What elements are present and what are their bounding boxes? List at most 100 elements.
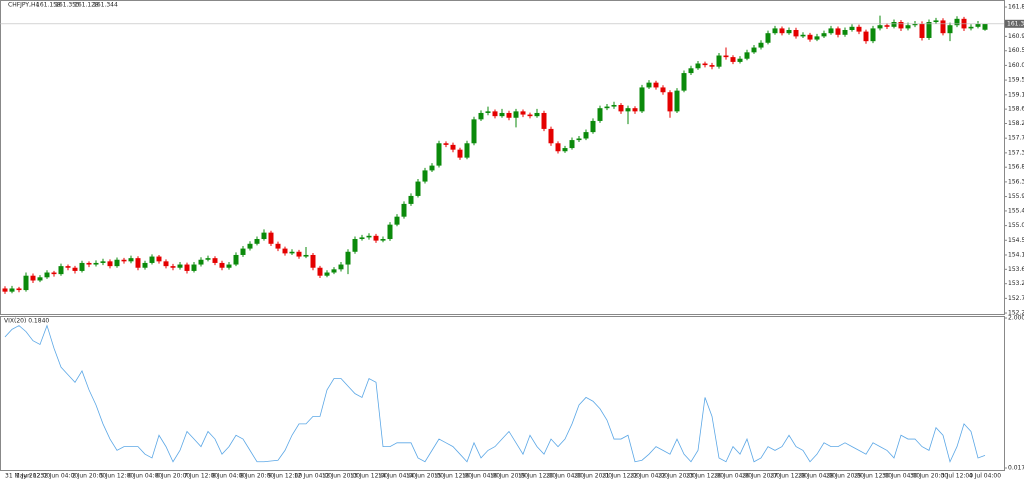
candle-body <box>51 272 57 275</box>
candle-body <box>219 262 225 268</box>
candle-body <box>331 269 337 273</box>
candle-body <box>632 108 638 112</box>
candle-body <box>282 248 288 254</box>
candle-body <box>555 143 561 152</box>
x-tick-label: 26 Jun 04:00 <box>714 473 752 480</box>
x-tick-label: 1 Jun 12:00 <box>16 473 50 480</box>
x-tick-label: 31 May 2023 <box>5 473 44 480</box>
candle-body <box>254 239 260 244</box>
candle-body <box>940 20 946 34</box>
y-tick-label: 157.300 <box>1008 149 1024 156</box>
y-tick-label: 0.0171 <box>1008 465 1024 472</box>
candle-body <box>877 25 883 29</box>
candle-body <box>695 63 701 69</box>
candle-body <box>884 25 890 27</box>
y-tick-label: 160.040 <box>1008 62 1024 69</box>
candle-body <box>835 28 841 35</box>
candle-body <box>107 261 113 267</box>
y-tick-label: 158.220 <box>1008 120 1024 127</box>
x-tick-label: 2 Jun 04:00 <box>44 473 78 480</box>
candle-body <box>30 275 36 281</box>
candle-body <box>681 73 687 91</box>
candle-body <box>142 262 148 268</box>
candle-body <box>828 28 834 34</box>
x-tick-label: 22 Jun 20:00 <box>658 473 696 480</box>
candle-body <box>618 104 624 112</box>
ohlc-value: 161.158 <box>36 2 61 9</box>
candle-body <box>471 119 477 144</box>
candle-body <box>800 34 806 37</box>
y-tick-label: 152.280 <box>1008 310 1024 317</box>
candle-body <box>121 259 127 262</box>
x-tick-label: 21 Jun 12:00 <box>602 473 640 480</box>
candle-body <box>170 266 176 268</box>
candle-body <box>135 258 141 268</box>
y-tick-label: 159.120 <box>1008 91 1024 98</box>
candle-body <box>814 36 820 40</box>
candle-body <box>548 128 554 144</box>
ohlc-value: 161.355 <box>55 2 80 9</box>
price-panel <box>0 0 1005 315</box>
x-tick-label: 20 Jun 04:00 <box>546 473 584 480</box>
candle-body <box>968 26 974 29</box>
candle-body <box>716 55 722 67</box>
x-tick-label: 6 Jun 20:00 <box>156 473 190 480</box>
y-tick-label: 155.480 <box>1008 207 1024 214</box>
y-tick-label: 158.670 <box>1008 106 1024 113</box>
candle-body <box>149 256 155 263</box>
candle-body <box>268 232 274 244</box>
y-tick-label: 161.870 <box>1008 4 1024 11</box>
candle-body <box>317 267 323 276</box>
candle-body <box>527 114 533 117</box>
x-tick-label: 14 Jun 04:00 <box>378 473 416 480</box>
x-tick-label: 16 Jun 04:00 <box>462 473 500 480</box>
candle-body <box>429 165 435 171</box>
candle-body <box>58 266 64 275</box>
candle-body <box>576 138 582 141</box>
x-tick-label: 15 Jun 12:00 <box>434 473 472 480</box>
candle-body <box>366 235 372 238</box>
candle-body <box>653 82 659 88</box>
candle-body <box>702 63 708 66</box>
candle-body <box>226 264 232 268</box>
candle-body <box>758 42 764 48</box>
candle-body <box>387 224 393 240</box>
candle-body <box>394 216 400 225</box>
candle-body <box>359 237 365 240</box>
candle-body <box>198 259 204 265</box>
candle-body <box>303 254 309 257</box>
x-tick-label: 9 Jun 12:00 <box>268 473 302 480</box>
x-tick-label: 12 Jun 20:00 <box>322 473 360 480</box>
candle-body <box>233 254 239 265</box>
y-tick-label: 154.100 <box>1008 251 1024 258</box>
x-tick-label: 7 Jun 12:00 <box>184 473 218 480</box>
x-tick-label: 14 Jun 20:00 <box>406 473 444 480</box>
candle-body <box>569 140 575 149</box>
candle-body <box>639 87 645 112</box>
candle-body <box>562 148 568 152</box>
candle-body <box>660 87 666 93</box>
candle-body <box>772 28 778 34</box>
candle-body <box>79 262 85 271</box>
candle-body <box>184 264 190 271</box>
x-tick-label: 5 Jun 12:00 <box>100 473 134 480</box>
candle-body <box>723 55 729 58</box>
candle-body <box>65 266 71 268</box>
y-tick-label: 160.950 <box>1008 33 1024 40</box>
candle-body <box>324 272 330 276</box>
candle-body <box>590 120 596 133</box>
x-tick-label: 22 Jun 04:00 <box>630 473 668 480</box>
candle-body <box>86 262 92 265</box>
x-tick-label: 13 Jun 12:00 <box>350 473 388 480</box>
candle-body <box>478 112 484 120</box>
candle-body <box>674 90 680 112</box>
candle-body <box>786 29 792 34</box>
y-tick-label: 157.760 <box>1008 135 1024 142</box>
y-tick-label: 153.200 <box>1008 280 1024 287</box>
candle-body <box>982 23 988 30</box>
candle-body <box>779 28 785 34</box>
candle-body <box>289 251 295 254</box>
x-tick-label: 27 Jun 12:00 <box>770 473 808 480</box>
candle-body <box>793 29 799 37</box>
